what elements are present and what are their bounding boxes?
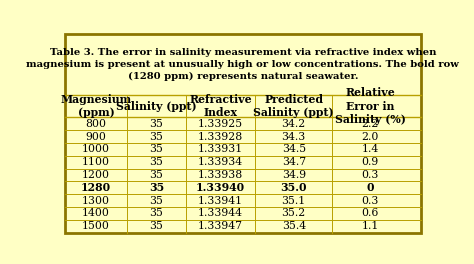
Text: 1.33934: 1.33934 [198, 157, 243, 167]
Text: 35: 35 [150, 170, 164, 180]
Text: 34.5: 34.5 [282, 144, 306, 154]
Text: 900: 900 [85, 132, 106, 142]
Text: Magnesium
(ppm): Magnesium (ppm) [60, 94, 131, 118]
Text: 35.4: 35.4 [282, 221, 306, 231]
Text: 0.6: 0.6 [362, 208, 379, 218]
Text: 0.3: 0.3 [362, 196, 379, 206]
Text: 35: 35 [150, 119, 164, 129]
Text: 2.2: 2.2 [362, 119, 379, 129]
Text: 1.33940: 1.33940 [196, 182, 245, 193]
Text: 35: 35 [150, 208, 164, 218]
Text: 1500: 1500 [82, 221, 110, 231]
Text: Relative
Error in
Salinity (%): Relative Error in Salinity (%) [335, 87, 406, 125]
Text: 1.33938: 1.33938 [198, 170, 243, 180]
Text: 1.33947: 1.33947 [198, 221, 243, 231]
Text: 1.33925: 1.33925 [198, 119, 243, 129]
Text: 1200: 1200 [82, 170, 110, 180]
Text: 34.7: 34.7 [282, 157, 306, 167]
Text: 1.4: 1.4 [362, 144, 379, 154]
Text: 34.3: 34.3 [282, 132, 306, 142]
Text: 1280: 1280 [81, 182, 111, 193]
Text: 0.3: 0.3 [362, 170, 379, 180]
Text: Refractive
Index: Refractive Index [189, 94, 252, 118]
Text: 35: 35 [150, 144, 164, 154]
Text: Table 3. The error in salinity measurement via refractive index when
magnesium i: Table 3. The error in salinity measureme… [27, 48, 459, 81]
Text: 1.33941: 1.33941 [198, 196, 243, 206]
Text: Predicted
Salinity (ppt): Predicted Salinity (ppt) [254, 94, 334, 118]
Text: 1000: 1000 [82, 144, 110, 154]
Text: 1100: 1100 [82, 157, 110, 167]
Text: 35: 35 [150, 196, 164, 206]
Text: Salinity (ppt): Salinity (ppt) [116, 101, 197, 111]
Text: 35: 35 [150, 221, 164, 231]
Text: 35: 35 [149, 182, 164, 193]
Text: 1.1: 1.1 [362, 221, 379, 231]
Text: 0.9: 0.9 [362, 157, 379, 167]
Text: 35.0: 35.0 [281, 182, 307, 193]
Text: 35: 35 [150, 132, 164, 142]
Text: 1400: 1400 [82, 208, 110, 218]
Text: 35: 35 [150, 157, 164, 167]
Text: 2.0: 2.0 [362, 132, 379, 142]
Text: 35.2: 35.2 [282, 208, 306, 218]
Text: 1.33931: 1.33931 [198, 144, 243, 154]
Text: 1.33944: 1.33944 [198, 208, 243, 218]
Text: 1300: 1300 [82, 196, 110, 206]
Text: 800: 800 [85, 119, 107, 129]
Text: 1.33928: 1.33928 [198, 132, 243, 142]
Text: 34.2: 34.2 [282, 119, 306, 129]
Text: 0: 0 [366, 182, 374, 193]
Text: 35.1: 35.1 [282, 196, 306, 206]
Text: 34.9: 34.9 [282, 170, 306, 180]
